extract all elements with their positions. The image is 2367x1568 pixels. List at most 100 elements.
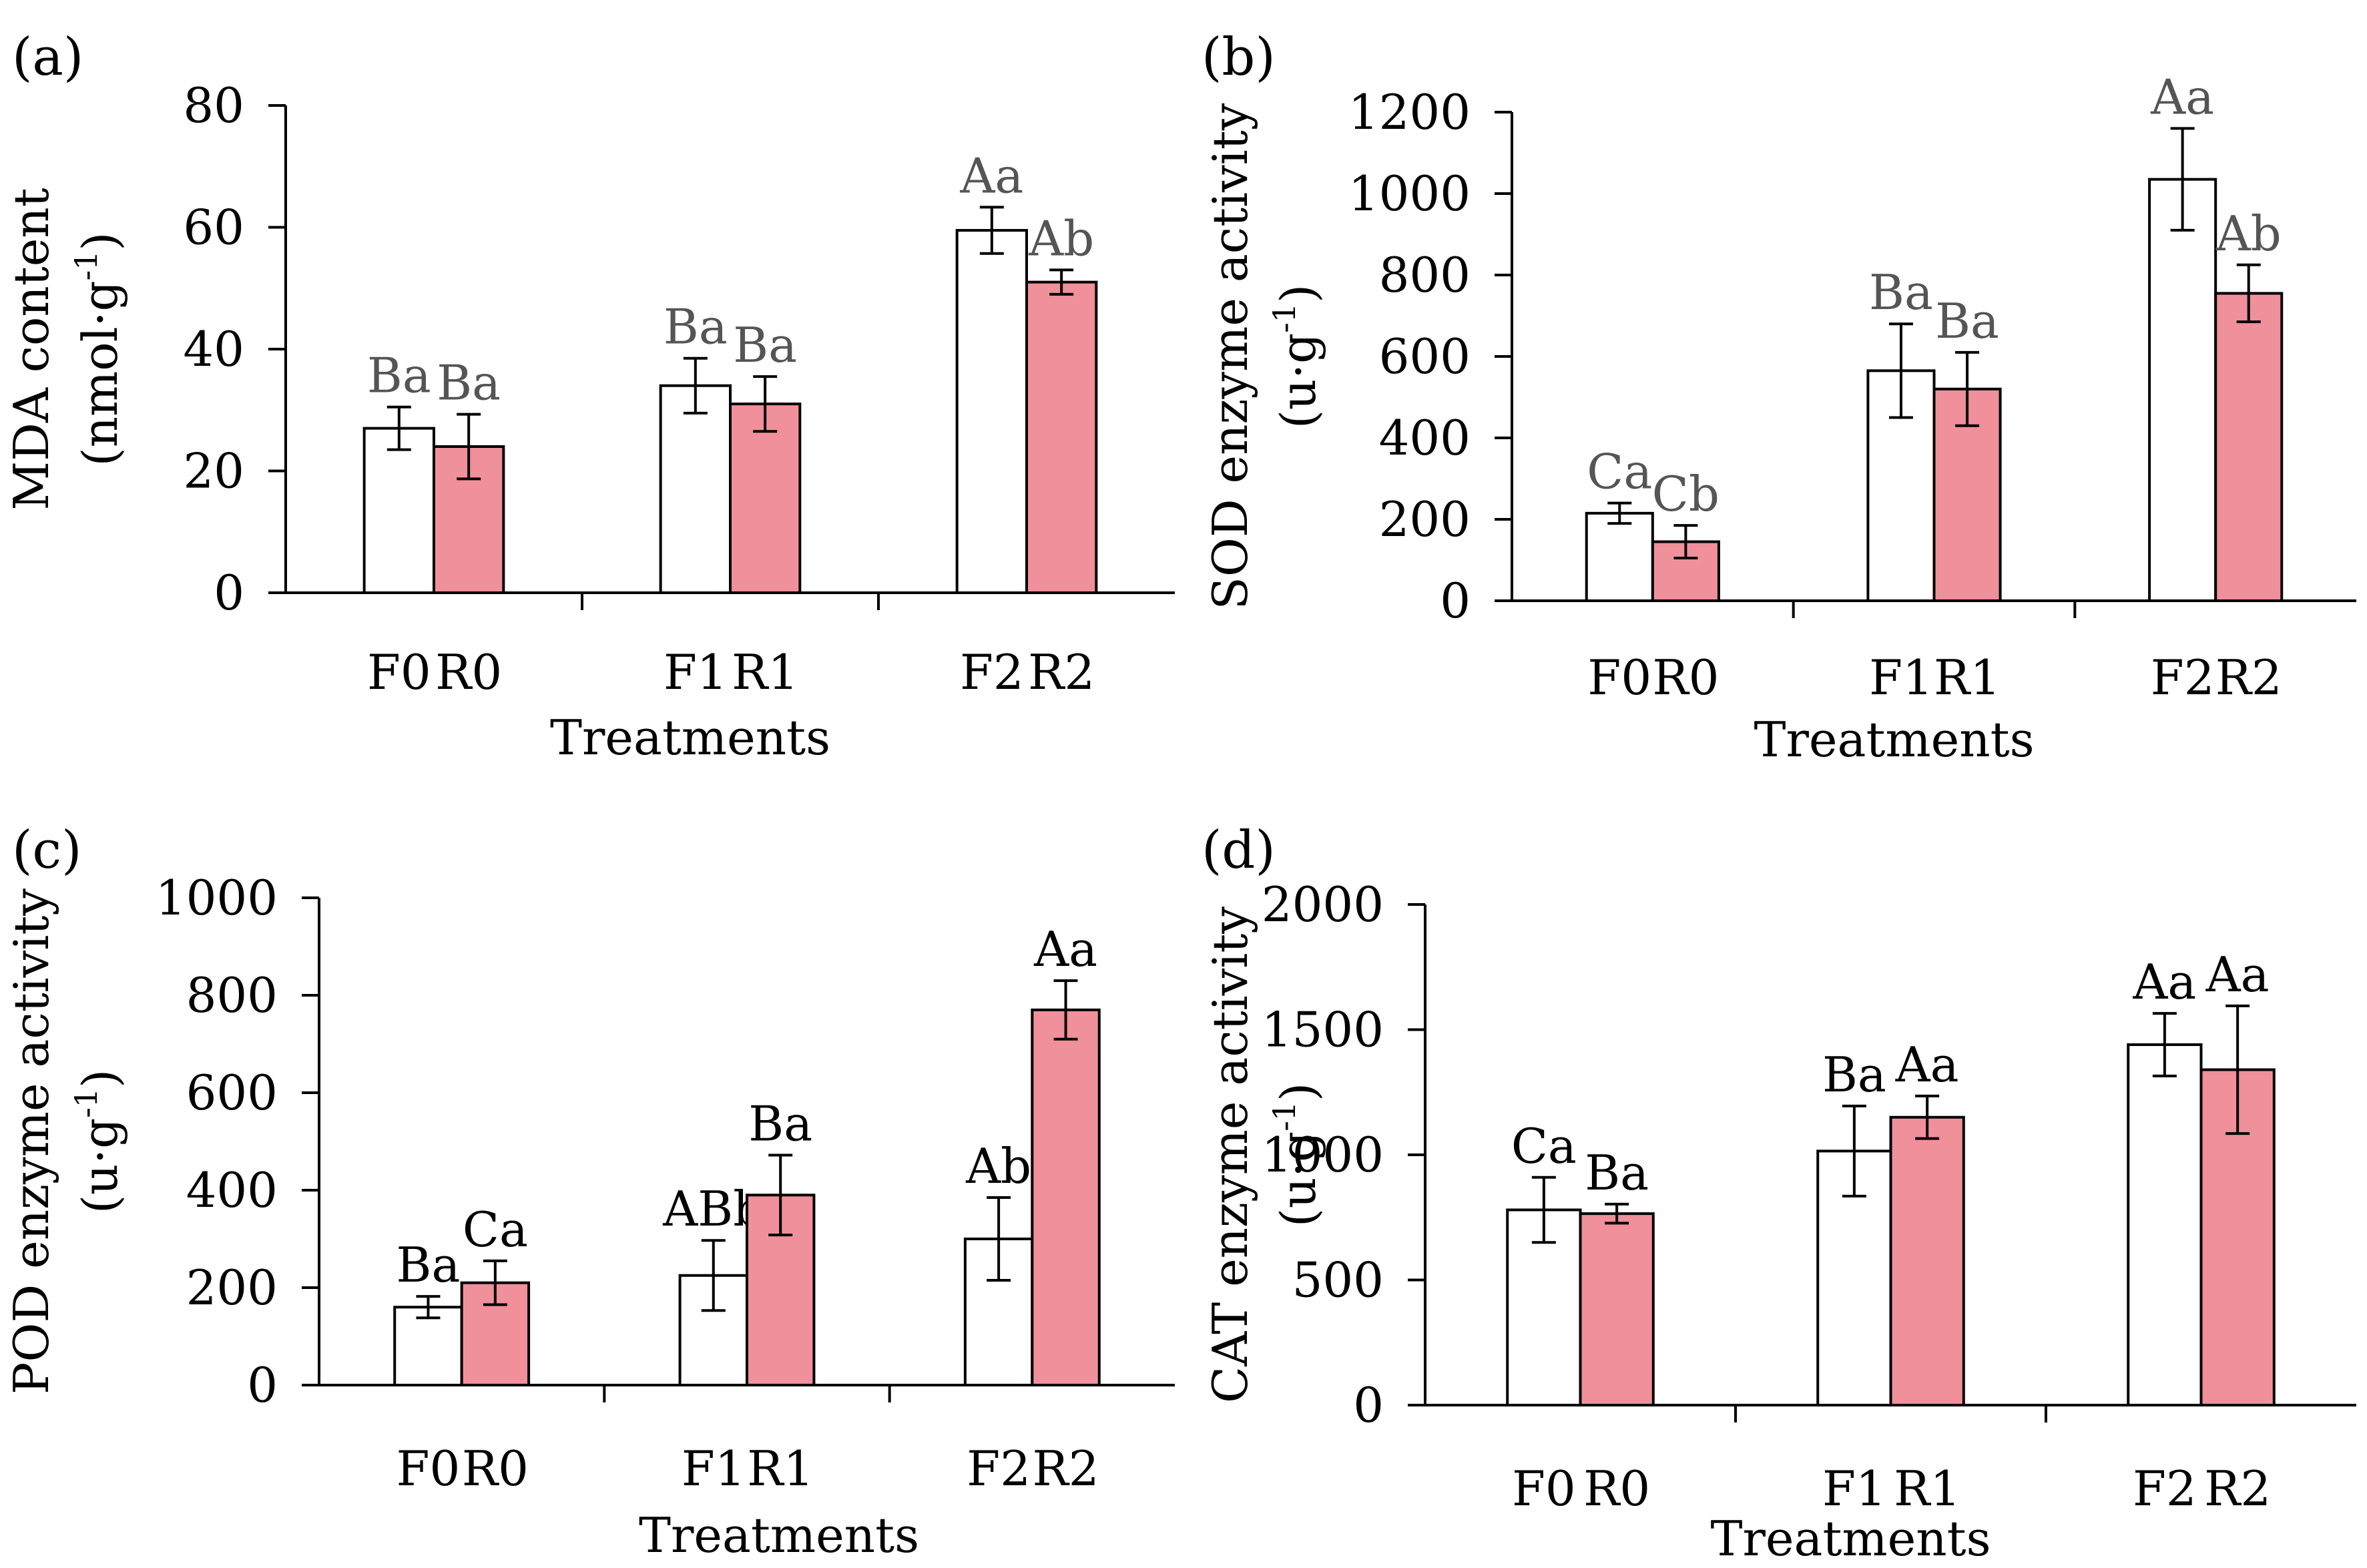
category-label: F0 — [397, 1441, 461, 1497]
y-tick-label: 60 — [183, 200, 244, 256]
significance-label: Ba — [1822, 1047, 1886, 1103]
y-unit-superscript: -1 — [1266, 303, 1302, 333]
y-unit-superscript: -1 — [68, 251, 104, 281]
significance-label: Ba — [367, 348, 431, 404]
significance-label: Ba — [397, 1237, 461, 1293]
significance-label: Aa — [2205, 947, 2270, 1003]
category-label: F2 — [967, 1441, 1031, 1497]
y-tick-label: 600 — [186, 1065, 278, 1121]
significance-label: Aa — [2132, 954, 2196, 1010]
y-tick-label: 0 — [214, 565, 244, 621]
bar-f1 — [659, 384, 732, 594]
y-unit-base: (nmol·g — [72, 280, 128, 466]
y-tick-label: 1000 — [1348, 166, 1471, 222]
x-axis-title: Treatments — [1710, 1511, 1991, 1567]
category-label: F1 — [1822, 1461, 1886, 1517]
y-unit-superscript: -1 — [68, 1088, 104, 1118]
category-label: R0 — [462, 1441, 529, 1497]
x-axis-title: Treatments — [550, 710, 830, 766]
significance-label: Aa — [959, 148, 1023, 204]
significance-label: Ba — [1935, 293, 1999, 349]
category-label: F1 — [682, 1441, 746, 1497]
significance-label: Ca — [463, 1202, 528, 1258]
y-tick-label: 20 — [183, 443, 244, 499]
significance-label: Ba — [437, 355, 501, 411]
y-axis-title: SOD enzyme activity — [1202, 103, 1258, 609]
panel-label: (c) — [12, 820, 82, 880]
category-label: F0 — [367, 644, 431, 700]
category-label: R1 — [747, 1441, 814, 1497]
category-label: F2 — [960, 644, 1024, 700]
category-label: R2 — [2204, 1461, 2271, 1517]
y-tick-label: 500 — [1292, 1252, 1384, 1308]
chart-panel-c: (c)02004006008001000BaF0CaR0ABbF1BaR1AbF… — [3, 820, 1175, 1563]
significance-label: Ba — [1869, 264, 1933, 320]
x-axis-title: Treatments — [1754, 712, 2034, 768]
y-tick-label: 0 — [247, 1357, 278, 1413]
y-axis-title: CAT enzyme activity — [1202, 906, 1258, 1403]
y-tick-label: 800 — [1379, 247, 1471, 303]
category-label: F2 — [2151, 649, 2215, 706]
significance-label: Aa — [1895, 1037, 1959, 1093]
y-tick-label: 40 — [183, 321, 244, 377]
bar-f0 — [393, 1306, 463, 1386]
y-unit-base: (u·g — [1270, 333, 1326, 429]
category-label: F0 — [1512, 1461, 1576, 1517]
category-label: R1 — [732, 644, 798, 700]
category-label: R1 — [1934, 649, 2001, 706]
y-axis-unit: (u·g-1) — [1266, 1083, 1326, 1227]
y-axis-title: POD enzyme activity — [3, 888, 59, 1394]
bar-f2 — [955, 229, 1029, 594]
significance-label: Aa — [2150, 69, 2214, 125]
category-label: F1 — [664, 644, 728, 700]
category-label: R0 — [1583, 1461, 1650, 1517]
category-label: R0 — [1652, 649, 1719, 706]
bar-f2 — [2127, 1043, 2203, 1406]
y-unit-base: (u·g — [1270, 1131, 1326, 1227]
category-label: R2 — [1033, 1441, 1099, 1497]
y-tick-label: 200 — [186, 1260, 278, 1316]
y-tick-label: 1200 — [1348, 84, 1471, 140]
bar-f0 — [1585, 511, 1654, 602]
bar-r2 — [2214, 292, 2284, 602]
significance-label: Ba — [748, 1095, 812, 1151]
y-tick-label: 800 — [186, 967, 278, 1023]
y-tick-label: 1000 — [156, 870, 278, 926]
bar-f0 — [362, 427, 435, 594]
panel-label: (d) — [1202, 820, 1276, 880]
y-tick-label: 2000 — [1262, 876, 1384, 933]
chart-panel-b: (b) 0 200 400 600 800 1000 1200 Ca F0 Cb R0 Ba F1 Ba R1… — [1202, 27, 2356, 768]
y-unit-close: ) — [72, 232, 128, 251]
y-axis-title: MDA content — [3, 188, 59, 510]
y-tick-label: 200 — [1379, 491, 1471, 547]
significance-label: Ab — [2215, 206, 2282, 262]
y-unit-close: ) — [1270, 1083, 1326, 1101]
category-label: F2 — [2133, 1461, 2197, 1517]
y-tick-label: 400 — [186, 1162, 278, 1218]
chart-panel-d: (d) 0 500 1000 1500 2000 Ca F0 Ba R0 Ba F1 Aa R1 Aa F2 A… — [1202, 820, 2356, 1567]
y-tick-label: 80 — [183, 77, 244, 134]
significance-label: Ab — [965, 1138, 1031, 1194]
significance-label: Ca — [1587, 444, 1652, 500]
x-axis-title: Treatments — [639, 1507, 919, 1563]
significance-label: Ba — [664, 299, 728, 355]
y-axis-unit: (u·g-1) — [1266, 284, 1326, 429]
y-axis-unit: (u·g-1) — [68, 1069, 128, 1214]
panel-label: (a) — [12, 27, 83, 87]
bar-r2 — [1025, 280, 1098, 594]
y-unit-base: (u·g — [72, 1118, 128, 1214]
y-tick-label: 1000 — [1262, 1127, 1384, 1183]
significance-label: Aa — [1033, 921, 1097, 977]
y-tick-label: 400 — [1379, 410, 1471, 466]
y-tick-label: 0 — [1353, 1377, 1384, 1433]
y-unit-close: ) — [1270, 284, 1326, 303]
chart-panel-a: (a) 0 20 40 60 80 Ba F0 Ba R0 Ba F1 Ba R1 Aa F2 Ab R2 Trea… — [3, 27, 1175, 766]
y-unit-superscript: -1 — [1266, 1101, 1302, 1131]
bar-r0 — [1579, 1212, 1655, 1406]
category-label: R2 — [2215, 649, 2282, 706]
bar-f2 — [2148, 178, 2217, 602]
y-tick-label: 0 — [1440, 573, 1471, 629]
category-label: R2 — [1028, 644, 1095, 700]
significance-label: Cb — [1652, 466, 1720, 522]
